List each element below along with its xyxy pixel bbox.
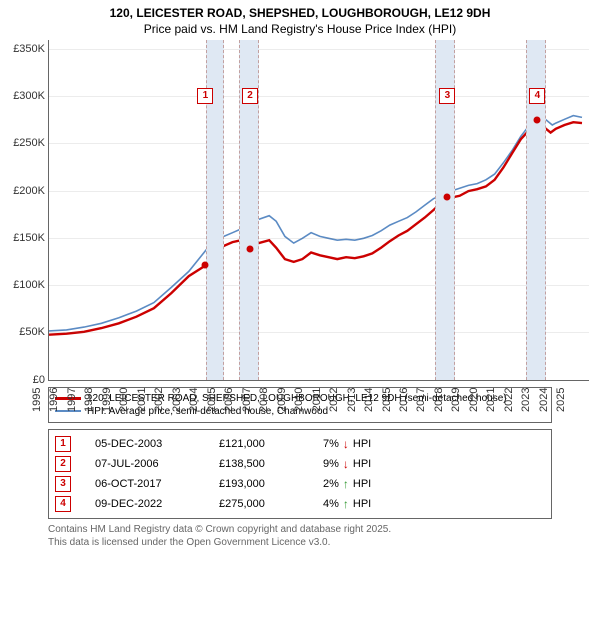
footer-line1: Contains HM Land Registry data © Crown c…: [48, 523, 552, 536]
sale-price: £121,000: [219, 438, 299, 450]
footer: Contains HM Land Registry data © Crown c…: [48, 523, 552, 549]
arrow-icon: ↓: [343, 457, 349, 471]
x-axis-label: 2021: [485, 388, 497, 412]
gridline: [49, 238, 589, 239]
gridline: [49, 191, 589, 192]
x-axis-label: 2009: [276, 388, 288, 412]
flag-marker: 2: [242, 88, 258, 104]
x-axis-label: 1996: [48, 388, 60, 412]
x-axis-label: 2000: [118, 388, 130, 412]
chart-title-line1: 120, LEICESTER ROAD, SHEPSHED, LOUGHBORO…: [0, 0, 600, 22]
x-axis-label: 2020: [468, 388, 480, 412]
plot-region: £0£50K£100K£150K£200K£250K£300K£350K1995…: [48, 40, 589, 381]
sale-date: 07-JUL-2006: [95, 458, 195, 470]
chart-area: £0£50K£100K£150K£200K£250K£300K£350K1995…: [48, 40, 588, 381]
series-price_paid: [49, 120, 582, 334]
footer-line2: This data is licensed under the Open Gov…: [48, 536, 552, 549]
x-axis-label: 2023: [520, 388, 532, 412]
x-axis-label: 2014: [363, 388, 375, 412]
x-axis-label: 2012: [328, 388, 340, 412]
arrow-icon: ↑: [343, 477, 349, 491]
flag-marker: 3: [439, 88, 455, 104]
x-axis-label: 1998: [83, 388, 95, 412]
x-axis-label: 1999: [101, 388, 113, 412]
sale-row: 2 07-JUL-2006 £138,500 9%↓HPI: [55, 454, 545, 474]
x-axis-label: 2001: [136, 388, 148, 412]
sale-diff: 4%↑HPI: [323, 497, 371, 511]
sale-diff: 7%↓HPI: [323, 437, 371, 451]
sale-price: £275,000: [219, 498, 299, 510]
arrow-icon: ↓: [343, 437, 349, 451]
sale-row: 3 06-OCT-2017 £193,000 2%↑HPI: [55, 474, 545, 494]
sale-diff: 2%↑HPI: [323, 477, 371, 491]
sale-diff: 9%↓HPI: [323, 457, 371, 471]
sale-date: 05-DEC-2003: [95, 438, 195, 450]
flag-marker: 4: [529, 88, 545, 104]
gridline: [49, 143, 589, 144]
x-axis-label: 2019: [450, 388, 462, 412]
x-axis-label: 2022: [503, 388, 515, 412]
x-axis-label: 2011: [311, 388, 323, 412]
x-axis-label: 1995: [31, 388, 43, 412]
y-axis-label: £0: [3, 374, 45, 386]
x-axis-label: 2013: [346, 388, 358, 412]
x-axis-label: 2025: [555, 388, 567, 412]
y-axis-label: £350K: [3, 43, 45, 55]
series-hpi: [49, 113, 582, 330]
x-axis-label: 2018: [433, 388, 445, 412]
sale-flag: 4: [55, 496, 71, 512]
sale-date: 06-OCT-2017: [95, 478, 195, 490]
x-axis-label: 2003: [171, 388, 183, 412]
y-axis-label: £250K: [3, 137, 45, 149]
page: 120, LEICESTER ROAD, SHEPSHED, LOUGHBORO…: [0, 0, 600, 620]
gridline: [49, 49, 589, 50]
x-axis-label: 2006: [223, 388, 235, 412]
x-axis-label: 2024: [538, 388, 550, 412]
flag-marker: 1: [197, 88, 213, 104]
sales-table: 1 05-DEC-2003 £121,000 7%↓HPI 2 07-JUL-2006 £1…: [48, 429, 552, 519]
sale-row: 1 05-DEC-2003 £121,000 7%↓HPI: [55, 434, 545, 454]
y-axis-label: £50K: [3, 326, 45, 338]
sale-price: £193,000: [219, 478, 299, 490]
x-axis-label: 1997: [66, 388, 78, 412]
chart-title-line2: Price paid vs. HM Land Registry's House …: [0, 22, 600, 40]
sale-marker: [443, 194, 450, 201]
y-axis-label: £150K: [3, 232, 45, 244]
sale-flag: 1: [55, 436, 71, 452]
sale-marker: [247, 245, 254, 252]
gridline: [49, 96, 589, 97]
x-axis-label: 2010: [293, 388, 305, 412]
x-axis-label: 2015: [381, 388, 393, 412]
gridline: [49, 332, 589, 333]
gridline: [49, 285, 589, 286]
sale-marker: [534, 116, 541, 123]
x-axis-label: 2004: [188, 388, 200, 412]
sale-price: £138,500: [219, 458, 299, 470]
x-axis-label: 2008: [258, 388, 270, 412]
y-axis-label: £300K: [3, 90, 45, 102]
x-axis-label: 2007: [241, 388, 253, 412]
chart-lines: [49, 40, 589, 380]
sale-flag: 2: [55, 456, 71, 472]
sale-date: 09-DEC-2022: [95, 498, 195, 510]
sale-flag: 3: [55, 476, 71, 492]
sale-row: 4 09-DEC-2022 £275,000 4%↑HPI: [55, 494, 545, 514]
x-axis-label: 2002: [153, 388, 165, 412]
x-axis-label: 2017: [415, 388, 427, 412]
x-axis-label: 2016: [398, 388, 410, 412]
x-axis-label: 2005: [206, 388, 218, 412]
sale-marker: [202, 262, 209, 269]
arrow-icon: ↑: [343, 497, 349, 511]
y-axis-label: £200K: [3, 185, 45, 197]
y-axis-label: £100K: [3, 279, 45, 291]
